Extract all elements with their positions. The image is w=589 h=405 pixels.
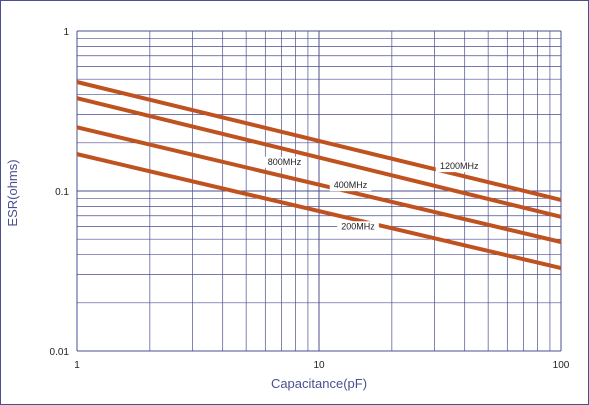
y-tick-label: 0.1 <box>55 187 69 198</box>
series-line-1 <box>76 80 562 202</box>
series-label-backdrop <box>263 156 306 168</box>
series-line-3 <box>76 125 562 244</box>
series-label-backdrop <box>435 161 483 173</box>
series-line-4 <box>76 152 562 270</box>
series-label-4: 200MHz <box>341 221 375 231</box>
x-tick-label: 100 <box>553 360 570 371</box>
x-tick-label: 10 <box>313 360 325 371</box>
series-label-2: 800MHz <box>268 157 302 167</box>
x-axis-label: Capacitance(pF) <box>271 376 367 391</box>
tick-labels: 1 10 100 1 0.1 0.01 <box>50 27 570 371</box>
series-label-backdrop <box>337 221 379 233</box>
y-axis-label: ESR(ohms) <box>5 159 20 226</box>
y-tick-label: 0.01 <box>50 347 70 358</box>
x-tick-label: 1 <box>74 360 80 371</box>
series-lines <box>76 80 562 270</box>
series-label-3: 400MHz <box>334 180 368 190</box>
series-label-1: 1200MHz <box>440 161 479 171</box>
grid <box>76 30 562 352</box>
series-label-backdrop <box>329 180 372 192</box>
series-line-2 <box>76 96 562 219</box>
y-tick-label: 1 <box>63 27 69 38</box>
series-labels: 1200MHz 800MHz 400MHz 200MHz <box>263 156 483 233</box>
